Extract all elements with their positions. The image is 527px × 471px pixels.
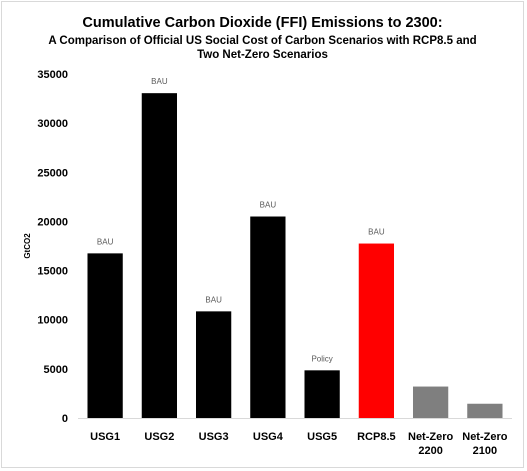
bar-data-label: BAU [97, 237, 114, 246]
bar-data-label: BAU [151, 77, 168, 86]
y-tick-label: 20000 [37, 216, 68, 228]
bars [87, 93, 503, 418]
x-category-label: USG4 [253, 431, 284, 443]
bar-data-label: BAU [260, 201, 277, 210]
x-category-label: 2200 [418, 445, 442, 457]
y-tick-label: 10000 [37, 315, 68, 327]
bar [467, 403, 503, 418]
chart-subtitle-line-1: A Comparison of Official US Social Cost … [48, 35, 477, 47]
y-tick-label: 30000 [37, 118, 68, 130]
y-tick-label: 35000 [37, 69, 68, 81]
x-category-label: 2100 [473, 445, 497, 457]
bar-data-label: BAU [205, 295, 222, 304]
bar [358, 243, 395, 418]
y-tick-label: 25000 [37, 167, 68, 179]
x-category-label: USG5 [307, 431, 337, 443]
bar-data-label: Policy [311, 354, 332, 363]
bar [141, 93, 178, 418]
x-category-label: USG2 [144, 431, 174, 443]
bar-data-label: BAU [368, 228, 385, 237]
bar [304, 370, 340, 418]
y-tick-label: 0 [62, 413, 68, 425]
bar [195, 311, 232, 418]
y-axis-label: GtCO2 [23, 233, 32, 259]
x-category-label: RCP8.5 [357, 431, 396, 443]
bar [250, 216, 286, 418]
x-category-label: Net-Zero [408, 431, 454, 443]
x-category-label: USG1 [90, 431, 120, 443]
y-tick-label: 5000 [44, 364, 68, 376]
y-tick-label: 15000 [37, 266, 68, 278]
bar [412, 386, 449, 418]
y-axis-ticks: 0 5000 10000 15000 20000 25000 30000 35000 [37, 69, 68, 425]
chart-subtitle-line-2: Two Net-Zero Scenarios [197, 49, 328, 61]
x-category-label: USG3 [199, 431, 229, 443]
bar [87, 253, 123, 418]
x-axis-category-labels: USG1 USG2 USG3 USG4 USG5 RCP8.5 Net-Zero 2200 Ne… [90, 431, 508, 457]
x-category-label: Net-Zero [462, 431, 508, 443]
bar-data-labels: BAU BAU BAU BAU Policy BAU [97, 77, 385, 363]
chart-title: Cumulative Carbon Dioxide (FFI) Emission… [82, 15, 443, 31]
